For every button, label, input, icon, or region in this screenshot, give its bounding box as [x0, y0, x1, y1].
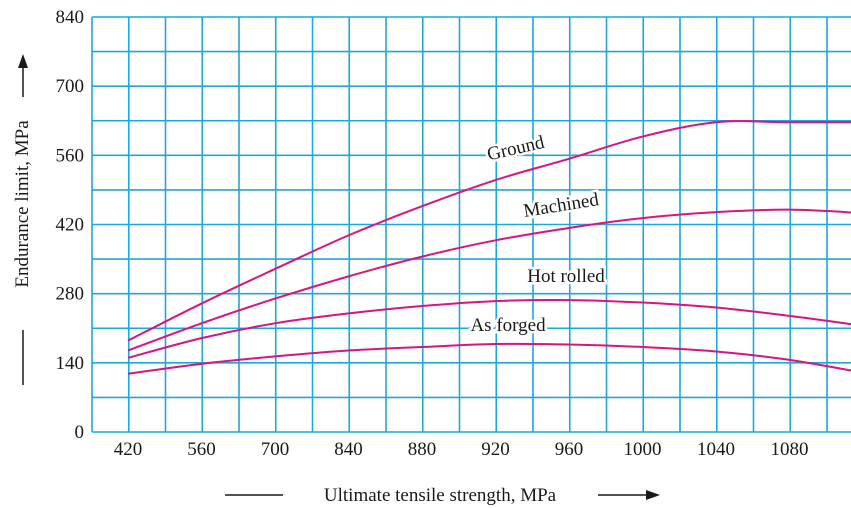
y-tick-label: 420	[56, 215, 85, 236]
y-axis-title: Endurance limit, MPa	[12, 120, 33, 288]
y-tick-label: 280	[56, 284, 85, 305]
curve-hot-rolled	[127, 299, 851, 359]
x-tick-label: 700	[261, 439, 290, 460]
curves	[127, 120, 851, 375]
curve-label-ground: Ground	[485, 132, 547, 166]
x-tick-label: 560	[187, 439, 216, 460]
x-tick-label: 920	[481, 439, 510, 460]
x-axis-title: Ultimate tensile strength, MPa	[324, 485, 557, 506]
curve-as-forged	[127, 342, 851, 375]
y-tick-label: 0	[75, 422, 85, 443]
x-tick-label: 1080	[771, 439, 809, 460]
curve-ground	[127, 120, 851, 342]
curve-label-as-forged: As forged	[470, 315, 546, 336]
y-axis-arrow-top	[18, 54, 28, 97]
y-tick-labels: 0 140 280 420 560 700 840	[56, 7, 85, 443]
x-tick-label: 960	[555, 439, 584, 460]
x-tick-label: 1000	[624, 439, 662, 460]
x-axis-arrow-right	[598, 490, 660, 500]
y-tick-label: 700	[56, 76, 85, 97]
x-tick-label: 880	[408, 439, 437, 460]
curve-machined	[127, 208, 851, 352]
y-tick-label: 840	[56, 7, 85, 28]
x-tick-label: 840	[334, 439, 363, 460]
curve-label-hot-rolled: Hot rolled	[527, 266, 605, 287]
grid	[91, 16, 851, 433]
x-tick-label: 1040	[697, 439, 735, 460]
x-tick-label: 420	[114, 439, 143, 460]
y-tick-label: 560	[56, 145, 85, 166]
y-tick-label: 140	[56, 353, 85, 374]
x-tick-labels: 420 560 700 840 880 920 960 1000 1040 1080	[114, 439, 809, 460]
